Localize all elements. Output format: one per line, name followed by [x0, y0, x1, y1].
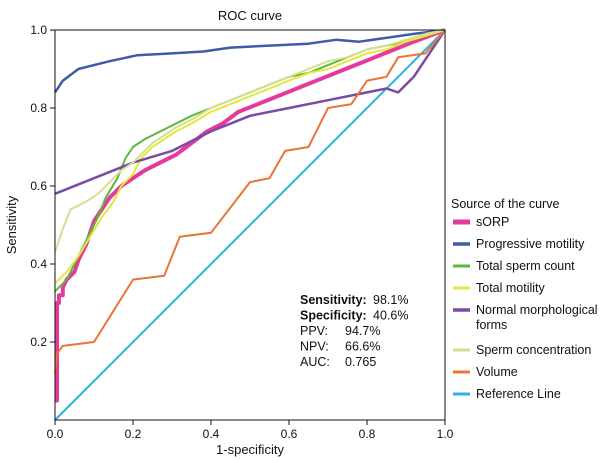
stat-label: NPV:: [300, 340, 329, 354]
series-line-progressive-motility: [53, 28, 446, 94]
x-axis-ticks: 0.0 0.2 0.4 0.6 0.8 1.0: [47, 420, 454, 441]
x-tick-label: 0.0: [47, 427, 64, 441]
y-axis-ticks: 0.2 0.4 0.6 0.8 1.0: [30, 23, 55, 349]
series-line-reference-line: [54, 29, 446, 421]
x-tick-label: 1.0: [437, 427, 454, 441]
x-tick-label: 0.4: [203, 427, 220, 441]
stat-label: Specificity:: [300, 309, 367, 323]
stats-box: Sensitivity: 98.1% Specificity: 40.6% PPV: 94…: [300, 293, 408, 369]
legend-label-volume: Volume: [476, 365, 518, 379]
stat-value: 0.765: [345, 355, 376, 369]
plot-area: [53, 28, 447, 421]
series-line-total-motility: [54, 29, 446, 285]
y-tick-label: 1.0: [30, 23, 47, 37]
chart-title: ROC curve: [218, 8, 282, 23]
x-tick-label: 0.6: [281, 427, 298, 441]
legend-label-sorp: sORP: [476, 215, 509, 229]
legend-title: Source of the curve: [451, 197, 559, 211]
series-line-volume: [54, 29, 446, 374]
legend-label-total-sperm-count: Total sperm count: [476, 259, 575, 273]
y-tick-label: 0.4: [30, 257, 47, 271]
legend: Source of the curve sORP Progressive moti…: [451, 197, 598, 401]
x-tick-label: 0.8: [359, 427, 376, 441]
legend-label-total-motility: Total motility: [476, 281, 546, 295]
series-line-normal-morphological-forms: [54, 29, 447, 195]
stat-value: 94.7%: [345, 324, 380, 338]
legend-label-reference-line: Reference Line: [476, 387, 561, 401]
stat-value: 66.6%: [345, 340, 380, 354]
legend-label-progressive-motility: Progressive motility: [476, 237, 585, 251]
legend-label-normal-morphological-forms: Normal morphological forms: [476, 303, 598, 332]
stat-label: AUC:: [300, 355, 330, 369]
y-axis-title: Sensitivity: [4, 195, 19, 254]
x-tick-label: 0.2: [125, 427, 142, 441]
y-tick-label: 0.8: [30, 101, 47, 115]
stat-value: 40.6%: [373, 309, 408, 323]
series-line-sorp: [55, 28, 446, 403]
stat-label: Sensitivity:: [300, 293, 367, 307]
series-line-sperm-concentration: [54, 29, 446, 253]
stat-value: 98.1%: [373, 293, 408, 307]
series-line-total-sperm-count: [54, 29, 446, 293]
legend-label-sperm-concentration: Sperm concentration: [476, 343, 591, 357]
plot-frame: [54, 29, 446, 421]
stat-label: PPV:: [300, 324, 328, 338]
y-tick-label: 0.6: [30, 179, 47, 193]
y-tick-label: 0.2: [30, 335, 47, 349]
x-axis-title: 1-specificity: [216, 442, 284, 457]
